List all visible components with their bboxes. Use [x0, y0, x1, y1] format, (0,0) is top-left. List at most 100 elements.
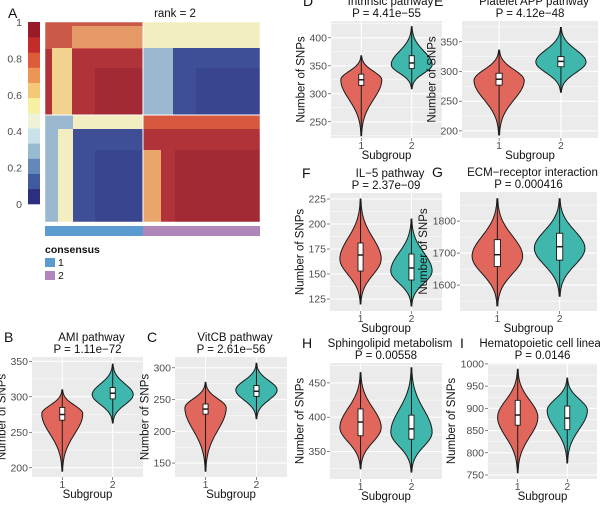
y-tick-label: 750: [466, 470, 484, 482]
heatmap-cell-block: [95, 150, 143, 222]
legend-label: 2: [58, 270, 64, 282]
colorbar-tick-label: 0: [16, 199, 22, 211]
y-tick-label: 300: [440, 66, 458, 78]
panel-letter: B: [4, 329, 13, 345]
x-tick-label: 2: [409, 481, 415, 493]
heatmap-cell-block: [143, 22, 260, 48]
x-tick-label: 1: [59, 479, 65, 491]
colorbar-step: [28, 143, 40, 159]
x-axis-title: Subgroup: [505, 150, 555, 162]
box-iqr: [514, 399, 521, 426]
panel-title: Hematopoietic cell lineage: [479, 338, 600, 350]
x-axis-title: Subgroup: [361, 491, 411, 503]
y-tick-label: 200: [10, 462, 28, 474]
heatmap-matrix: [44, 21, 261, 223]
y-tick-label: 250: [440, 96, 458, 108]
p-value: P = 0.0146: [515, 350, 571, 362]
box-iqr: [357, 242, 364, 272]
colorbar-tick-label: 0.2: [7, 163, 22, 175]
y-tick-label: 850: [466, 425, 484, 437]
y-tick-label: 150: [308, 269, 326, 281]
x-tick-label: 2: [254, 479, 260, 491]
colorbar-step: [28, 22, 40, 38]
heatmap-cell-block: [52, 48, 72, 115]
y-tick-label: 200: [440, 125, 458, 137]
colorbar-step: [28, 158, 40, 174]
colorbar-tick-label: 0.6: [7, 90, 22, 102]
panel-title: Intrinsic pathway: [348, 0, 434, 8]
y-tick-label: 175: [308, 244, 326, 256]
colorbar-step: [28, 128, 40, 144]
heatmap-cell-block: [143, 48, 173, 115]
y-tick-label: 350: [308, 446, 326, 458]
panel-title: VitCB pathway: [197, 332, 272, 344]
x-tick-label: 2: [564, 481, 570, 493]
consensus-bar-2: [143, 226, 260, 236]
x-tick-label: 2: [409, 140, 415, 152]
colorbar-step: [28, 97, 40, 114]
y-tick-label: 1700: [433, 248, 457, 260]
x-tick-label: 2: [558, 140, 564, 152]
heatmap-cell-block: [143, 150, 161, 222]
box-iqr: [408, 55, 415, 70]
panel-letter: H: [302, 335, 312, 351]
legend-title: consensus: [45, 244, 100, 256]
y-axis-title: Number of SNPs: [446, 378, 458, 465]
y-tick-label: 250: [309, 116, 327, 128]
colorbar-step: [28, 67, 40, 83]
y-axis-title: Number of SNPs: [418, 208, 430, 295]
y-tick-label: 900: [466, 403, 484, 415]
x-axis-title: Subgroup: [362, 150, 412, 162]
y-axis-title: Number of SNPs: [0, 374, 8, 461]
p-value: P = 4.12e−48: [496, 8, 565, 20]
p-value: P = 2.37e−09: [352, 180, 421, 192]
colorbar-step: [28, 113, 40, 129]
colorbar-step: [28, 52, 40, 68]
colorbar-step: [28, 188, 40, 205]
heatmap-cell-block: [72, 26, 143, 48]
x-tick-label: 1: [358, 140, 364, 152]
y-axis-title: Number of SNPs: [295, 36, 307, 123]
p-value: P = 4.41e−55: [352, 8, 421, 20]
x-tick-label: 1: [358, 313, 364, 325]
x-tick-label: 2: [557, 313, 563, 325]
colorbar: 0 0.2 0.4 0.6 0.8 1: [7, 17, 40, 211]
y-tick-label: 400: [309, 32, 327, 44]
panel-letter: I: [460, 335, 464, 351]
legend-swatch: [45, 258, 55, 267]
x-tick-label: 1: [358, 481, 364, 493]
y-tick-label: 950: [466, 381, 484, 393]
y-tick-label: 125: [308, 294, 326, 306]
p-value: P = 2.61e−56: [197, 344, 266, 356]
y-tick-label: 350: [10, 356, 28, 368]
x-tick-label: 2: [409, 313, 415, 325]
panel-title: Platelet APP pathway: [479, 0, 589, 8]
y-axis-title: Number of SNPs: [294, 378, 306, 465]
y-tick-label: 350: [440, 36, 458, 48]
colorbar-tick-label: 0.4: [7, 126, 22, 138]
y-tick-label: 800: [466, 447, 484, 459]
y-tick-label: 200: [308, 219, 326, 231]
y-tick-label: 400: [308, 412, 326, 424]
x-tick-label: 1: [203, 479, 209, 491]
panel-letter: D: [303, 0, 313, 9]
heatmap-cell-block: [58, 129, 73, 222]
p-value: P = 0.000416: [494, 179, 563, 191]
panel-letter: A: [8, 5, 18, 21]
heatmap-title: rank = 2: [154, 8, 196, 20]
y-tick-label: 250: [153, 394, 171, 406]
consensus-bar-1: [45, 226, 143, 236]
heatmap-cell-block: [143, 115, 260, 129]
heatmap-cell-block: [196, 68, 260, 115]
y-tick-label: 300: [309, 88, 327, 100]
box-iqr: [493, 239, 501, 267]
colorbar-step: [28, 82, 40, 99]
